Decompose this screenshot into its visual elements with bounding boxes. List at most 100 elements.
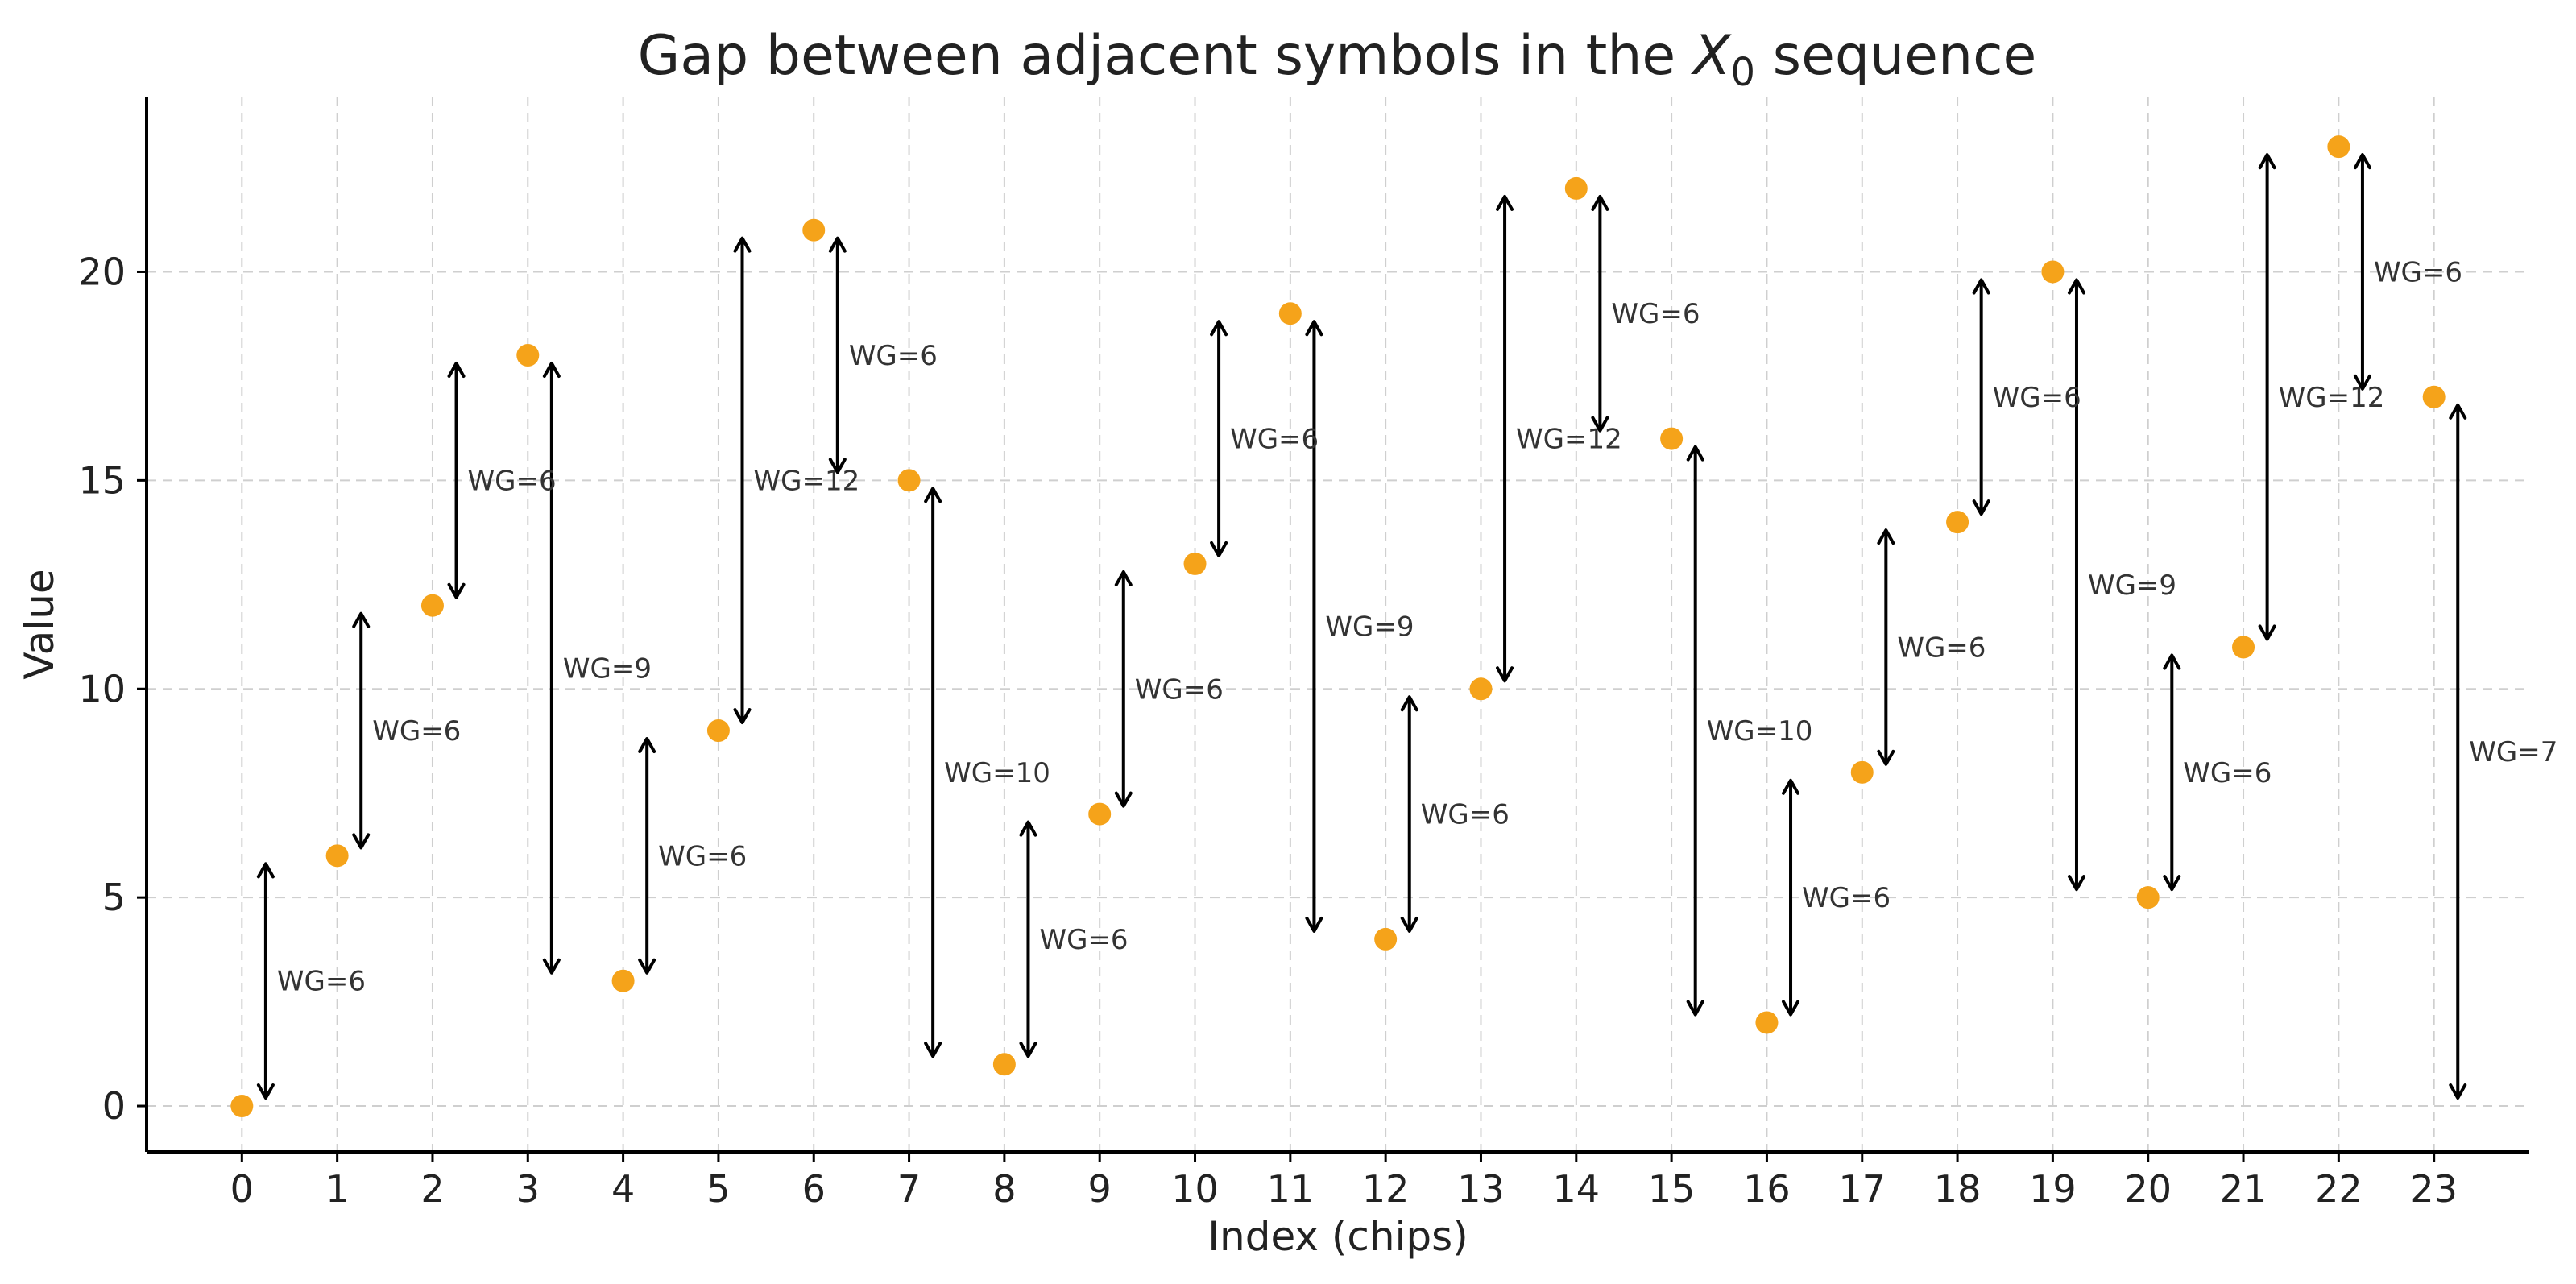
gap-arrow-head-bottom	[2163, 875, 2181, 892]
gap-arrow	[1782, 778, 1800, 1017]
chart-title-symbol: X	[1691, 24, 1732, 88]
gap-arrow-head-top	[733, 236, 752, 253]
gap-arrow-head-bottom	[2067, 875, 2085, 892]
gap-arrow-head-top	[447, 362, 466, 379]
gap-arrow-head-top	[828, 236, 847, 253]
gap-arrow-head-top	[1686, 445, 1704, 462]
gap-arrow-head-top	[2067, 278, 2085, 295]
data-point	[992, 1053, 1016, 1076]
data-point	[1660, 427, 1684, 450]
gap-arrow-head-top	[542, 362, 561, 379]
data-point	[2232, 636, 2255, 659]
x-tick-label: 15	[1648, 1167, 1696, 1211]
gap-arrow-head-top	[2449, 403, 2467, 420]
gap-label: WG=10	[1707, 715, 1813, 748]
chart-title-subscript: 0	[1730, 50, 1755, 95]
x-tick-label: 13	[1457, 1167, 1505, 1211]
x-tick-label: 16	[1743, 1167, 1791, 1211]
data-point	[1564, 176, 1588, 200]
x-axis-label: Index (chips)	[1207, 1213, 1468, 1260]
gap-arrow	[1114, 570, 1133, 808]
gap-arrow	[2449, 403, 2467, 1100]
gap-arrow	[2067, 278, 2085, 892]
gap-arrow-head-bottom	[1019, 1042, 1037, 1058]
x-tick-label: 23	[2410, 1167, 2458, 1211]
gap-arrow-head-bottom	[1400, 916, 1418, 933]
gap-arrow-head-top	[924, 487, 942, 503]
gap-arrow	[1972, 278, 1990, 516]
x-tick-label: 6	[802, 1167, 826, 1211]
gap-arrow-head-bottom	[1972, 499, 1990, 516]
gap-arrow	[1019, 820, 1037, 1058]
gap-arrow-head-bottom	[1496, 666, 1514, 683]
data-point	[1946, 511, 1969, 534]
y-tick-label: 0	[102, 1084, 126, 1128]
gap-arrow-head-top	[256, 862, 275, 879]
x-tick-label: 14	[1553, 1167, 1601, 1211]
data-point	[1755, 1011, 1779, 1034]
gap-label: WG=6	[1993, 382, 2081, 414]
gap-arrow-head-bottom	[1591, 416, 1609, 433]
gap-arrow	[2258, 153, 2276, 641]
data-point	[1278, 302, 1302, 325]
gap-arrow-head-bottom	[1305, 916, 1323, 933]
gap-arrow	[2163, 653, 2181, 892]
gap-arrow-head-bottom	[542, 958, 561, 975]
gap-label: WG=6	[1897, 632, 1986, 664]
data-point	[2422, 385, 2446, 408]
x-tick-label: 1	[325, 1167, 349, 1211]
x-tick-label: 20	[2124, 1167, 2172, 1211]
labels-layer: WG=6 WG=6 WG=6 WG=9 WG=6 WG=12 WG=6 WG=10 WG=6 WG…	[277, 256, 2557, 997]
gap-arrow	[542, 362, 561, 975]
data-point	[230, 1095, 254, 1118]
gap-arrow-head-top	[1400, 695, 1418, 712]
gap-arrow-head-bottom	[2353, 374, 2371, 391]
gap-arrow-head-top	[1972, 278, 1990, 295]
gap-arrow	[1496, 194, 1514, 683]
gap-arrow	[733, 236, 752, 725]
data-point	[1374, 927, 1398, 951]
x-tick-label: 11	[1267, 1167, 1315, 1211]
gap-arrow-head-bottom	[256, 1083, 275, 1100]
data-point	[1183, 552, 1207, 575]
x-tick-label: 3	[516, 1167, 540, 1211]
gap-arrow	[828, 236, 847, 474]
gap-arrow-head-bottom	[733, 708, 752, 725]
gap-arrow-head-top	[1591, 194, 1609, 211]
gap-label: WG=6	[1039, 924, 1128, 956]
gap-label: WG=12	[2279, 382, 2385, 414]
data-point	[1088, 802, 1112, 826]
gap-arrow	[1686, 445, 1704, 1017]
x-tick-label: 0	[230, 1167, 254, 1211]
arrows-layer	[256, 153, 2467, 1100]
gap-label: WG=6	[1230, 424, 1319, 456]
gap-label: WG=12	[1516, 424, 1622, 456]
y-tick-label: 10	[78, 667, 126, 710]
gap-label: WG=9	[1325, 611, 1414, 644]
x-tick-label: 5	[706, 1167, 730, 1211]
x-tick-label: 2	[420, 1167, 444, 1211]
x-tick-label: 4	[611, 1167, 635, 1211]
x-tick-label: 21	[2220, 1167, 2267, 1211]
gap-label: WG=6	[2183, 757, 2272, 789]
x-tick-label: 7	[897, 1167, 921, 1211]
gap-arrow-head-top	[2163, 653, 2181, 670]
data-point	[325, 844, 349, 868]
chart-title-tail: sequence	[1755, 24, 2036, 88]
gap-arrow	[1305, 320, 1323, 933]
gap-arrow-head-top	[1210, 320, 1228, 337]
gap-arrow-head-bottom	[1686, 1000, 1704, 1017]
gap-arrow	[1877, 528, 1895, 766]
gap-arrow-head-top	[1782, 778, 1800, 795]
gap-arrow-head-top	[1305, 320, 1323, 337]
gap-label: WG=6	[2374, 256, 2462, 288]
gap-arrow	[2353, 153, 2371, 391]
data-point	[897, 469, 921, 492]
gap-arrow	[1591, 194, 1609, 433]
gap-label: WG=6	[468, 465, 557, 497]
gap-arrow-head-bottom	[1210, 541, 1228, 557]
gap-label: WG=6	[1421, 799, 1510, 831]
gap-label: WG=6	[658, 840, 747, 872]
x-tick-label: 19	[2029, 1167, 2077, 1211]
